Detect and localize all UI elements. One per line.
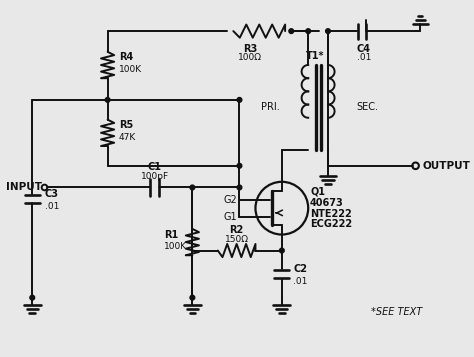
Text: G2: G2 [224, 195, 237, 205]
Text: .01: .01 [45, 202, 59, 211]
Circle shape [280, 248, 284, 253]
Text: 150Ω: 150Ω [225, 235, 249, 244]
Circle shape [306, 29, 310, 34]
Text: 100Ω: 100Ω [238, 53, 262, 62]
Circle shape [105, 97, 110, 102]
Text: NTE222: NTE222 [310, 209, 352, 219]
Text: C4: C4 [357, 44, 371, 54]
Circle shape [326, 29, 330, 34]
Text: ECG222: ECG222 [310, 219, 352, 229]
Text: C2: C2 [293, 265, 307, 275]
Text: INPUT: INPUT [6, 182, 42, 192]
Text: R4: R4 [119, 52, 133, 62]
Text: R1: R1 [164, 230, 178, 240]
Circle shape [30, 295, 35, 300]
Text: OUTPUT: OUTPUT [422, 161, 470, 171]
Text: 100K: 100K [119, 65, 142, 74]
Text: 40673: 40673 [310, 197, 344, 207]
Text: 100pF: 100pF [141, 172, 169, 181]
Circle shape [289, 29, 293, 34]
Circle shape [237, 164, 242, 168]
Circle shape [190, 185, 195, 190]
Text: 47K: 47K [119, 133, 136, 142]
Text: C1: C1 [148, 162, 162, 172]
Text: T1*: T1* [306, 51, 325, 61]
Text: .01: .01 [356, 53, 371, 62]
Text: G1: G1 [224, 212, 237, 222]
Text: R5: R5 [119, 120, 133, 130]
Text: SEC.: SEC. [356, 102, 378, 112]
Circle shape [237, 97, 242, 102]
Text: R3: R3 [243, 44, 257, 54]
Text: PRI.: PRI. [261, 102, 280, 112]
Text: R2: R2 [229, 225, 244, 235]
Circle shape [190, 295, 195, 300]
Text: C3: C3 [45, 189, 58, 199]
Text: .01: .01 [293, 277, 308, 286]
Text: *SEE TEXT: *SEE TEXT [371, 307, 422, 317]
Text: Q1: Q1 [310, 186, 325, 196]
Text: 100K: 100K [164, 242, 187, 251]
Circle shape [237, 185, 242, 190]
